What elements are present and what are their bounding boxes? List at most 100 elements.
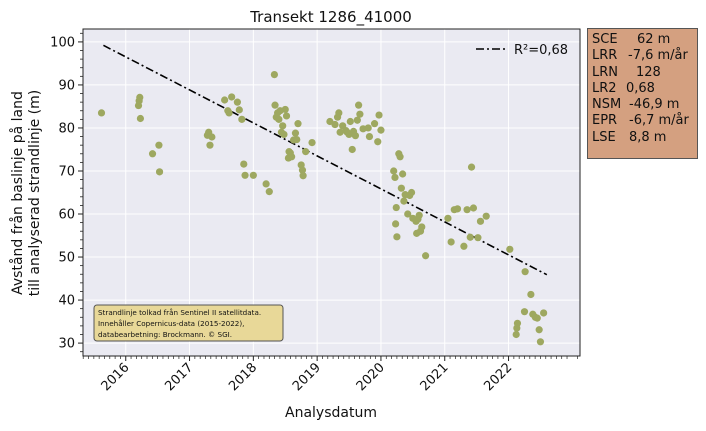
data-point xyxy=(280,130,288,139)
data-point xyxy=(233,98,241,106)
data-point xyxy=(275,115,283,123)
data-point xyxy=(365,132,374,141)
stat-row-epr: EPR -6,7 m/år xyxy=(592,113,697,129)
data-point xyxy=(291,129,300,137)
data-point xyxy=(353,116,361,124)
data-point xyxy=(391,173,399,182)
data-point xyxy=(422,252,430,260)
stat-value: -6,7 m/år xyxy=(629,113,689,129)
data-point xyxy=(221,96,229,104)
data-point xyxy=(346,117,354,126)
data-point xyxy=(241,171,249,179)
data-point xyxy=(467,163,476,171)
data-point xyxy=(240,160,248,168)
legend-label: R²=0,68 xyxy=(514,43,568,58)
data-point xyxy=(512,330,520,339)
data-point xyxy=(535,326,543,334)
data-point xyxy=(374,138,382,146)
y-axis-ticks: 30 40 50 60 70 80 90 100 xyxy=(50,32,83,353)
data-point xyxy=(249,171,257,179)
grid-lines xyxy=(83,29,580,356)
data-point xyxy=(520,308,529,316)
data-point xyxy=(148,150,157,158)
data-point xyxy=(351,132,360,140)
data-point xyxy=(238,115,246,123)
data-point xyxy=(235,106,243,114)
y-tick-label: 80 xyxy=(58,121,75,136)
data-point xyxy=(370,120,379,128)
credit-box: Strandlinje tolkad från Sentinel II sate… xyxy=(93,304,284,342)
stat-row-lr2: LR2 0,68 xyxy=(592,81,697,97)
data-point xyxy=(392,220,400,228)
data-point xyxy=(281,105,289,114)
x-tick-label: 2016 xyxy=(99,360,133,394)
data-point xyxy=(155,168,164,176)
x-tick-label: 2021 xyxy=(418,360,452,394)
x-tick-label: 2017 xyxy=(162,360,196,394)
data-point xyxy=(348,145,356,154)
data-point xyxy=(155,141,163,149)
data-point xyxy=(447,238,455,246)
data-point xyxy=(536,338,545,346)
data-point xyxy=(265,188,273,196)
data-point xyxy=(453,205,462,213)
data-points xyxy=(97,71,548,346)
data-point xyxy=(208,133,216,141)
stat-value: 128 xyxy=(636,64,661,80)
data-point xyxy=(293,135,301,144)
stat-key: LRN xyxy=(592,64,618,80)
stat-row-sce: SCE 62 m xyxy=(592,32,697,48)
data-point xyxy=(540,309,548,317)
data-point xyxy=(460,242,468,250)
data-point xyxy=(521,268,529,276)
data-point xyxy=(302,148,310,156)
data-point xyxy=(396,153,404,161)
data-point xyxy=(228,93,236,101)
data-point xyxy=(375,111,383,119)
data-point xyxy=(513,319,522,327)
y-axis-label-line-1: Avstånd från baslinje på land xyxy=(9,91,26,295)
x-tick-label: 2022 xyxy=(481,360,515,394)
stat-key: SCE xyxy=(592,32,618,47)
data-point xyxy=(397,184,405,192)
data-point xyxy=(474,234,482,242)
credit-line: Strandlinje tolkad från Sentinel II sate… xyxy=(98,308,261,317)
stat-key: NSM xyxy=(592,97,622,113)
data-point xyxy=(407,188,416,197)
data-point xyxy=(136,114,145,123)
data-point xyxy=(377,126,385,134)
data-point xyxy=(404,210,412,218)
data-point xyxy=(136,93,144,102)
data-point xyxy=(533,314,541,322)
data-point xyxy=(97,109,106,117)
stat-value: -7,6 m/år xyxy=(628,48,688,64)
y-tick-label: 90 xyxy=(58,78,75,93)
stat-key: LR2 xyxy=(592,80,617,96)
data-point xyxy=(270,71,278,79)
stat-value: 62 m xyxy=(637,32,671,47)
data-point xyxy=(364,124,372,132)
data-point xyxy=(482,212,490,220)
y-tick-label: 50 xyxy=(58,251,75,266)
data-point xyxy=(288,153,296,161)
credit-line: databearbetning: Brockmann. © SGI. xyxy=(98,330,232,339)
stat-key: LSE xyxy=(592,129,616,145)
data-point xyxy=(400,197,408,205)
credit-line: Innehåller Copernicus-data (2015-2022), xyxy=(98,319,244,328)
stat-value: 8,8 m xyxy=(629,129,667,145)
data-point xyxy=(336,128,344,136)
data-point xyxy=(463,206,471,214)
data-point xyxy=(415,211,423,219)
data-point xyxy=(506,245,514,253)
x-axis-label: Analysdatum xyxy=(285,405,377,421)
y-tick-label: 40 xyxy=(58,294,75,309)
stat-value: -46,9 m xyxy=(629,97,680,113)
data-point xyxy=(399,170,407,178)
x-axis-ticks: 2016 2017 2018 2019 2020 2021 2022 xyxy=(82,356,579,394)
y-tick-label: 70 xyxy=(58,164,75,179)
data-point xyxy=(355,101,363,109)
stat-value: 0,68 xyxy=(626,80,655,96)
data-point xyxy=(476,217,485,225)
plot-frame xyxy=(82,28,581,357)
